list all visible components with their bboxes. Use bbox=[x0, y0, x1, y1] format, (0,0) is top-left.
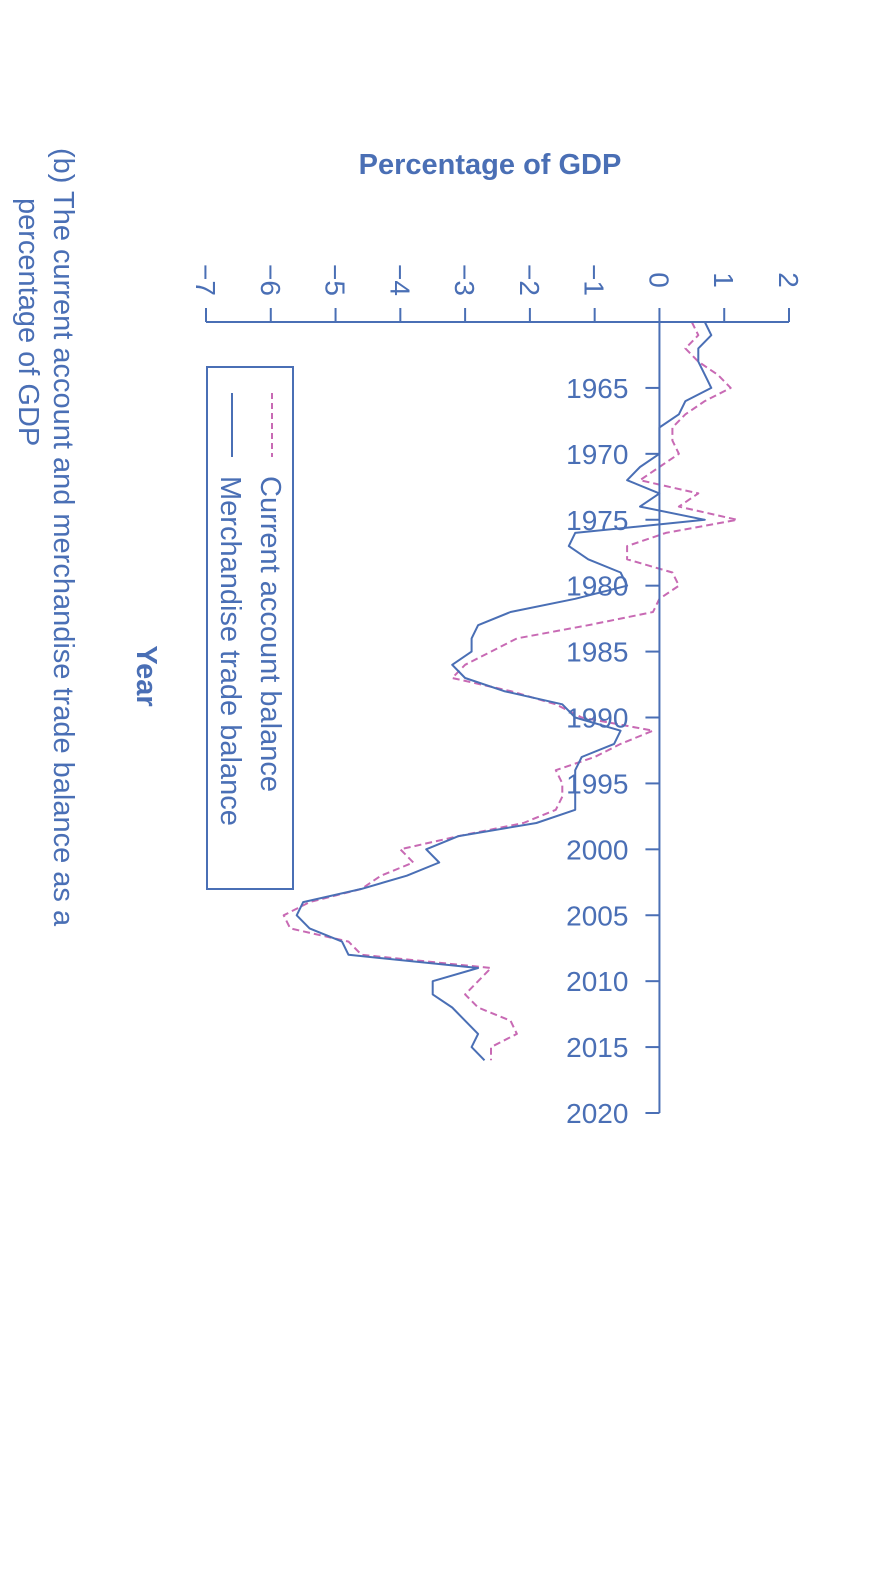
value-tick-label: −1 bbox=[579, 264, 610, 296]
year-tick-label: 2010 bbox=[566, 966, 628, 997]
value-tick-label: −5 bbox=[320, 264, 351, 296]
value-tick-label: 1 bbox=[708, 272, 739, 288]
figure-caption-line-1: (b) The current account and merchandise … bbox=[47, 148, 79, 927]
value-tick-label: −6 bbox=[255, 264, 286, 296]
year-tick-label: 2020 bbox=[566, 1098, 628, 1129]
year-tick-label: 1975 bbox=[566, 505, 628, 536]
year-tick-label: 1965 bbox=[566, 373, 628, 404]
chart-axes: 1965 1970 1975 1980 1985 1990 1995 2000 2005 2010… bbox=[190, 264, 804, 1129]
legend-merchandise-label: Merchandise trade balance bbox=[214, 476, 246, 826]
year-axis-label: Year bbox=[130, 645, 162, 706]
year-tick-label: 1995 bbox=[566, 768, 628, 799]
merchandise-trade-balance-line bbox=[295, 321, 713, 1061]
chart-legend: Current account balance Merchandise trad… bbox=[206, 366, 294, 890]
chart-series-layer bbox=[282, 321, 739, 1061]
year-tick-label: 2015 bbox=[566, 1032, 628, 1063]
value-tick-label: 0 bbox=[643, 272, 674, 288]
value-tick-label: −3 bbox=[449, 264, 480, 296]
legend-box bbox=[206, 366, 294, 890]
year-tick-label: 1990 bbox=[566, 703, 628, 734]
year-tick-label: 1985 bbox=[566, 637, 628, 668]
value-tick-label: −4 bbox=[384, 264, 415, 296]
year-tick-label: 2005 bbox=[566, 900, 628, 931]
year-tick-label: 1980 bbox=[566, 571, 628, 602]
value-tick-label: −7 bbox=[190, 264, 221, 296]
year-tick-label: 1970 bbox=[566, 439, 628, 470]
current-account-balance-line bbox=[282, 321, 739, 1061]
figure-caption-line-2: percentage of GDP bbox=[12, 198, 44, 446]
value-tick-label: 2 bbox=[773, 272, 804, 288]
year-tick-label: 2000 bbox=[566, 834, 628, 865]
value-tick-label: −2 bbox=[514, 264, 545, 296]
value-axis-label: Percentage of GDP bbox=[359, 149, 622, 181]
legend-current-label: Current account balance bbox=[254, 476, 286, 792]
